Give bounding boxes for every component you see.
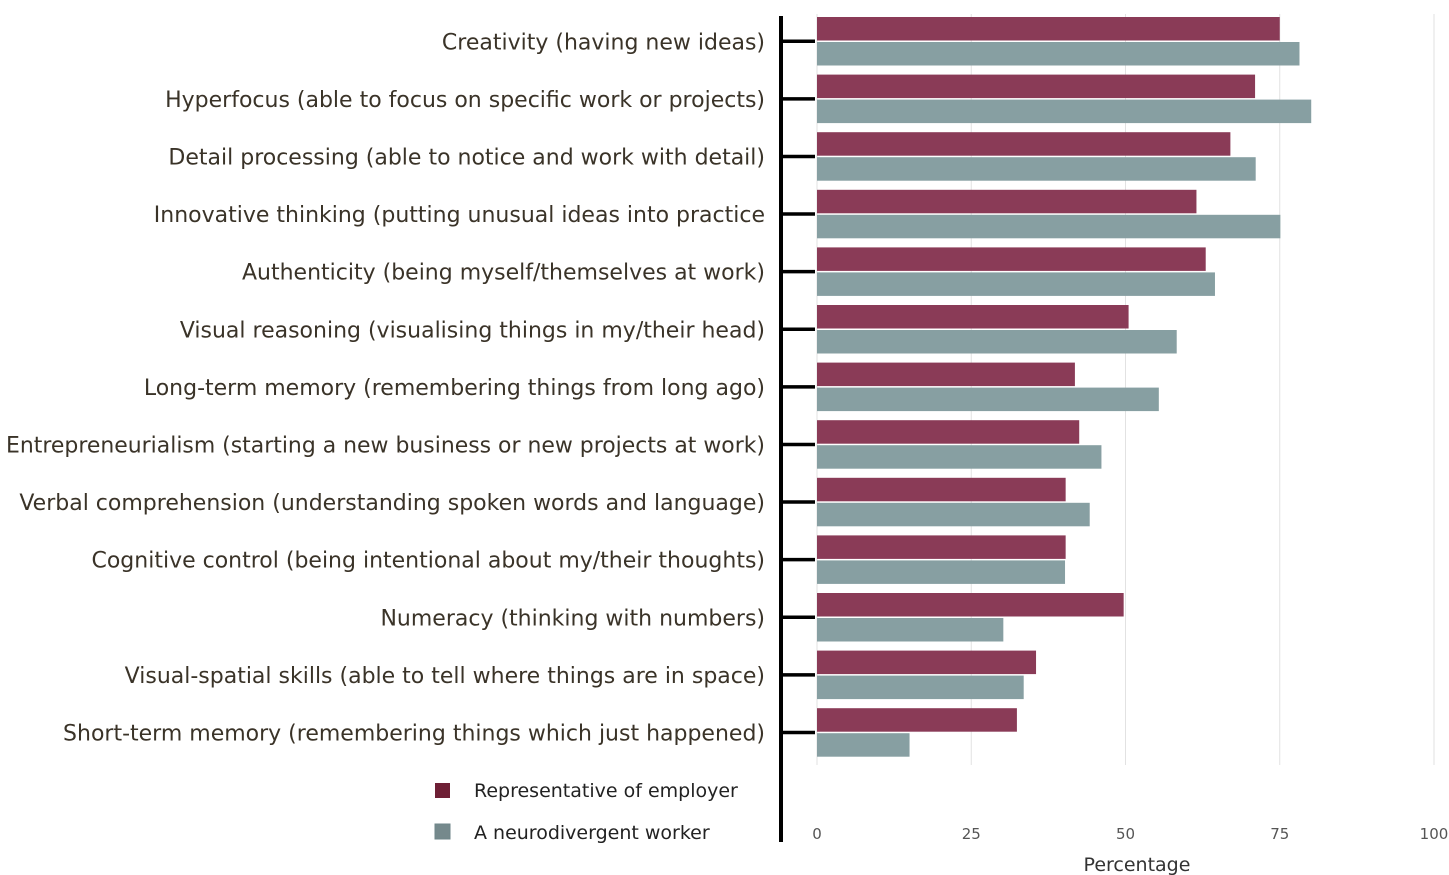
bar-neurodivergent-cognitive-control-being-intentional-abou xyxy=(817,560,1066,584)
bar-employer-long-term-memory-remembering-things-from xyxy=(817,362,1075,387)
legend: Representative of employer A neurodiverg… xyxy=(434,780,738,844)
bar-employer-numeracy-thinking-with-numbers xyxy=(817,593,1124,617)
bar-employer-cognitive-control-being-intentional-abou xyxy=(817,535,1066,559)
legend-label-neurodivergent: A neurodivergent worker xyxy=(474,822,710,844)
bar-neurodivergent-numeracy-thinking-with-numbers xyxy=(817,618,1004,642)
bar-employer-entrepreneurialism-starting-a-new-busine xyxy=(817,420,1080,444)
bar-employer-detail-processing-able-to-notice-and-wor xyxy=(817,132,1231,156)
x-tick-label-50: 50 xyxy=(1116,825,1135,843)
bar-neurodivergent-authenticity-being-myself-themselves-at- xyxy=(817,272,1215,296)
x-tick-label-100: 100 xyxy=(1420,825,1449,843)
legend-swatch-employer xyxy=(435,783,450,798)
category-label-cognitive-control-being-intentional-abou: Cognitive control (being intentional abo… xyxy=(91,549,765,574)
category-label-visual-spatial-skills-able-to-tell-where: Visual-spatial skills (able to tell wher… xyxy=(125,664,765,689)
bar-neurodivergent-detail-processing-able-to-notice-and-wor xyxy=(817,157,1256,181)
bar-employer-visual-reasoning-visualising-things-in-m xyxy=(817,305,1129,329)
category-labels: Creativity (having new ideas) Hyperfocus … xyxy=(6,30,765,746)
category-tick-marks xyxy=(781,39,815,735)
category-label-detail-processing-able-to-notice-and-wor: Detail processing (able to notice and wo… xyxy=(168,145,765,170)
legend-swatch-neurodivergent xyxy=(434,823,451,840)
x-axis-ticks: 0 25 50 75 100 xyxy=(812,825,1448,843)
x-tick-label-25: 25 xyxy=(962,825,981,843)
category-label-numeracy-thinking-with-numbers: Numeracy (thinking with numbers) xyxy=(380,606,765,631)
category-label-entrepreneurialism-starting-a-new-busine: Entrepreneurialism (starting a new busin… xyxy=(6,433,765,458)
category-label-innovative-thinking-putting-unusual-idea: Innovative thinking (putting unusual ide… xyxy=(154,203,765,228)
bar-employer-short-term-memory-remembering-things-whi xyxy=(817,708,1017,732)
legend-label-employer: Representative of employer xyxy=(474,780,738,802)
category-label-verbal-comprehension-understanding-spoke: Verbal comprehension (understanding spok… xyxy=(19,491,765,516)
bars xyxy=(817,17,1312,757)
bar-employer-creativity-having-new-ideas xyxy=(817,17,1280,41)
bar-employer-authenticity-being-myself-themselves-at- xyxy=(817,247,1206,271)
bar-employer-visual-spatial-skills-able-to-tell-where xyxy=(817,650,1037,675)
bar-neurodivergent-long-term-memory-remembering-things-from xyxy=(817,387,1159,412)
bar-neurodivergent-entrepreneurialism-starting-a-new-busine xyxy=(817,445,1102,469)
bar-neurodivergent-verbal-comprehension-understanding-spoke xyxy=(817,502,1090,527)
category-label-short-term-memory-remembering-things-whi: Short-term memory (remembering things wh… xyxy=(63,721,765,746)
x-axis-title: Percentage xyxy=(1084,854,1191,875)
category-label-long-term-memory-remembering-things-from: Long-term memory (remembering things fro… xyxy=(144,376,765,401)
bar-neurodivergent-visual-spatial-skills-able-to-tell-where xyxy=(817,675,1024,700)
bar-employer-innovative-thinking-putting-unusual-idea xyxy=(817,189,1197,214)
x-tick-label-75: 75 xyxy=(1270,825,1289,843)
bar-employer-hyperfocus-able-to-focus-on-specific-wor xyxy=(817,74,1256,99)
bar-neurodivergent-innovative-thinking-putting-unusual-idea xyxy=(817,214,1281,239)
bar-neurodivergent-visual-reasoning-visualising-things-in-m xyxy=(817,330,1177,354)
bar-neurodivergent-creativity-having-new-ideas xyxy=(817,42,1300,66)
bar-neurodivergent-hyperfocus-able-to-focus-on-specific-wor xyxy=(817,99,1312,124)
category-label-authenticity-being-myself-themselves-at-: Authenticity (being myself/themselves at… xyxy=(242,261,765,286)
x-tick-label-0: 0 xyxy=(812,825,822,843)
bar-neurodivergent-short-term-memory-remembering-things-whi xyxy=(817,733,910,757)
bar-employer-verbal-comprehension-understanding-spoke xyxy=(817,477,1066,502)
category-label-hyperfocus-able-to-focus-on-specific-wor: Hyperfocus (able to focus on specific wo… xyxy=(165,88,765,113)
category-label-visual-reasoning-visualising-things-in-m: Visual reasoning (visualising things in … xyxy=(180,318,765,343)
category-label-creativity-having-new-ideas: Creativity (having new ideas) xyxy=(442,30,765,55)
